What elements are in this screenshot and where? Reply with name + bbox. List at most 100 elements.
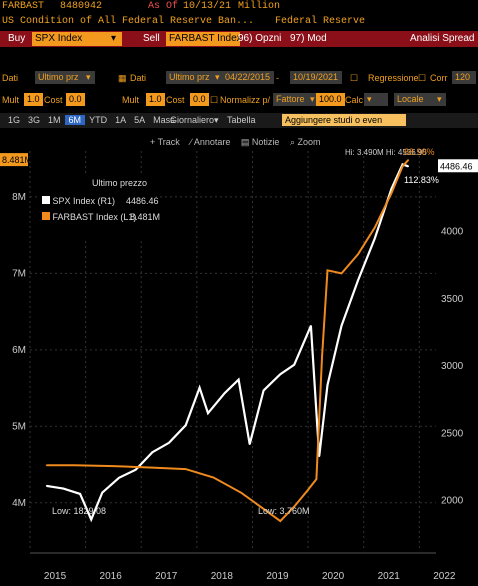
legend-checkbox-fed[interactable] — [42, 212, 50, 220]
legend-name-spx: SPX Index (R1) — [52, 196, 116, 206]
calc-select[interactable]: ▾ — [364, 93, 388, 106]
right-last-value: 4486.46 — [440, 161, 473, 171]
sell-security-field[interactable]: FARBAST Index — [166, 32, 240, 46]
fed-point — [45, 464, 48, 467]
sell-label: Sell — [143, 33, 160, 44]
annotate-icon[interactable]: ∕ — [190, 137, 192, 147]
period-tab-mass[interactable]: Mass — [153, 115, 175, 125]
spx-point — [101, 491, 104, 494]
buy-security-field[interactable]: SPX Index — [32, 32, 110, 46]
spx-point — [340, 325, 343, 327]
spx-point — [310, 325, 312, 327]
start-date-field[interactable]: 04/22/2015 — [222, 71, 274, 84]
data-label-2: Dati — [130, 73, 147, 83]
options-button[interactable]: 96) Opzni — [238, 33, 282, 44]
end-date-field[interactable]: 10/19/2021 — [290, 71, 342, 84]
fed-point — [151, 466, 154, 469]
pct-change-spx: 112.83% — [404, 175, 439, 185]
legend-series-fed: FARBAST Index (L1) — [42, 212, 136, 222]
spx-point — [248, 443, 251, 445]
news-icon[interactable]: ▤ — [240, 137, 250, 147]
period-tab-6m[interactable]: 6M — [64, 115, 86, 125]
left-last-value: 8.481M — [2, 155, 32, 165]
spx-point — [407, 165, 409, 168]
spx-point — [45, 485, 48, 487]
low-label-fed: Low: 3.760M — [258, 506, 310, 516]
spx-point — [293, 364, 295, 366]
legend-name-fed: FARBAST Index (L1) — [52, 212, 137, 222]
fed-point — [212, 476, 215, 479]
chart-legend: Ultimo prezzo SPX Index (R1) 4486.46 FAR… — [38, 176, 160, 240]
mod-button[interactable]: 97) Mod — [290, 33, 327, 44]
news-button[interactable]: Notizie — [251, 137, 280, 147]
cost-field-1[interactable]: 0.0 — [66, 93, 85, 106]
mult-field-2[interactable]: 1.0 — [146, 93, 165, 106]
add-studies-input[interactable]: Aggiungere studi o even — [282, 114, 406, 126]
spx-point — [318, 455, 321, 458]
mult-label-2: Mult — [122, 95, 140, 105]
period-tab-5a[interactable]: 5A — [134, 115, 146, 125]
normalize-checkbox[interactable]: ☐ — [210, 95, 219, 105]
fed-point — [315, 478, 318, 480]
fed-point — [374, 226, 376, 229]
period-tab-ytd[interactable]: YTD — [89, 115, 108, 125]
normalize-select[interactable]: Fattore — [273, 93, 309, 106]
fed-point — [407, 159, 409, 161]
spread-analysis-title: Analisi Spread — [410, 33, 475, 44]
fed-point — [357, 253, 359, 256]
mult-field-1[interactable]: 1.0 — [24, 93, 43, 106]
correlation-period-field[interactable]: 120 — [452, 71, 476, 84]
legend-checkbox-spx[interactable] — [42, 196, 50, 204]
cost-label-2: Cost — [166, 95, 185, 105]
left-tick-label: 6M — [12, 345, 26, 356]
spx-point — [79, 493, 81, 495]
zoom-icon[interactable]: ⌕ — [289, 137, 295, 147]
left-tick-label: 8M — [12, 192, 26, 203]
period-tab-3g[interactable]: 3G — [28, 115, 41, 125]
unit-label: Million — [238, 1, 281, 12]
period-tab-1a[interactable]: 1A — [115, 115, 127, 125]
chart-tools: + Track ∕ Annotare ▤ Notizie ⌕ Zoom — [150, 137, 321, 148]
regression-checkbox[interactable]: ☐ — [350, 73, 359, 83]
table-tab[interactable]: Tabella — [227, 115, 256, 125]
spx-point — [62, 487, 65, 490]
calendar-icon-1[interactable]: ▦ — [118, 73, 127, 83]
x-tick-label: 2015 — [44, 571, 67, 582]
factor-field[interactable]: 100.0 — [316, 93, 345, 106]
period-tab-1g[interactable]: 1G — [8, 115, 21, 125]
left-tick-label: 5M — [12, 421, 26, 432]
currency-select-chevron-icon[interactable]: ▾ — [434, 93, 446, 106]
track-icon[interactable]: + — [150, 137, 156, 147]
frequency-select[interactable]: Giornaliero — [170, 115, 215, 125]
fed-point — [293, 505, 295, 508]
spx-point — [390, 187, 393, 190]
legend-value-spx: 4486.46 — [126, 196, 159, 206]
track-button[interactable]: Track — [157, 137, 180, 147]
legend-series-spx: SPX Index (R1) — [42, 196, 115, 206]
x-tick-label: 2021 — [378, 571, 401, 582]
data-select-1[interactable]: Ultimo prz — [35, 71, 86, 84]
currency-select[interactable]: Locale — [394, 93, 436, 106]
spx-point — [118, 476, 120, 479]
data-select-2-chevron-icon[interactable]: ▾ — [212, 71, 224, 84]
cost-field-2[interactable]: 0.0 — [190, 93, 209, 106]
period-tab-1m[interactable]: 1M — [48, 115, 61, 125]
fed-balance-line — [46, 159, 409, 523]
low-label-spx: Low: 1829.08 — [52, 506, 106, 516]
right-tick-label: 3500 — [441, 294, 464, 305]
right-last-value-box — [438, 159, 478, 173]
correlation-checkbox[interactable]: ☐ — [418, 73, 427, 83]
left-tick-label: 7M — [12, 268, 26, 279]
data-select-2[interactable]: Ultimo prz — [166, 71, 214, 84]
ticker-number: 8480942 — [60, 1, 103, 12]
right-tick-label: 2000 — [441, 496, 464, 507]
calc-label: Calc — [345, 95, 364, 105]
data-source: Federal Reserve — [275, 16, 366, 27]
buy-dropdown-icon[interactable]: ▾ — [108, 32, 122, 46]
zoom-button[interactable]: Zoom — [297, 137, 321, 147]
annotate-button[interactable]: Annotare — [193, 137, 231, 147]
frequency-chevron-icon[interactable]: ▾ — [214, 115, 219, 125]
spread-toolbar: Buy SPX Index ▾ Sell FARBAST Index 96) O… — [0, 31, 478, 47]
fed-point — [73, 464, 76, 467]
data-select-1-chevron-icon[interactable]: ▾ — [83, 71, 95, 84]
